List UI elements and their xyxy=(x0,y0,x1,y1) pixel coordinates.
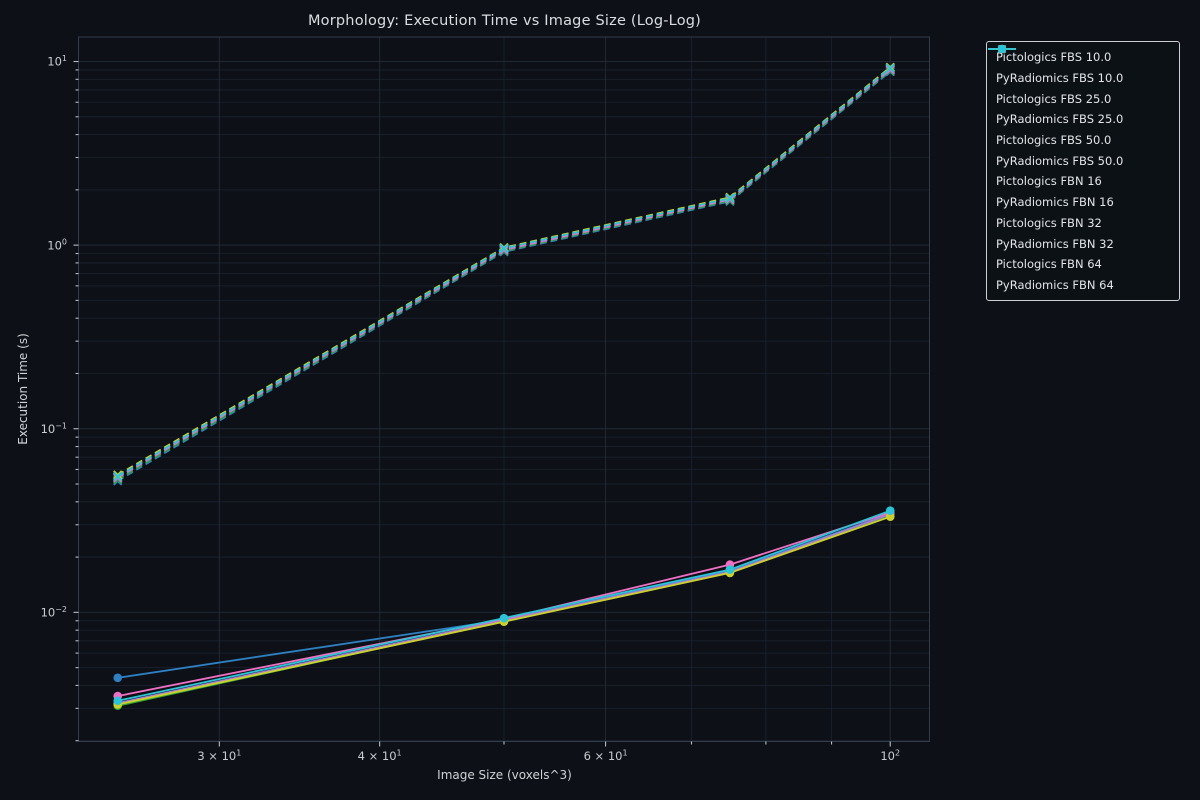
legend-label: PyRadiomics FBN 32 xyxy=(996,236,1114,251)
series-line xyxy=(117,511,891,698)
circle-marker-icon xyxy=(113,696,123,706)
x-marker-icon xyxy=(113,471,123,482)
tick-labels: 3 × 101 4 × 101 6 × 101 102 101 100 10−1 10−2 xyxy=(41,54,901,763)
x-axis-tick-label: 3 × 101 xyxy=(197,748,241,763)
series-line xyxy=(117,509,891,702)
legend-item-pyradiomics-fbn-32: PyRadiomics FBN 32 xyxy=(988,44,1170,254)
series-line xyxy=(117,515,891,706)
x-marker-icon xyxy=(725,193,735,203)
x-axis-tick-label: 6 × 101 xyxy=(584,748,628,763)
legend-item-pictologics-fbs-10-0: Pictologics FBS 10.0 xyxy=(988,44,1170,68)
legend-label: Pictologics FBN 64 xyxy=(996,257,1102,272)
x-marker-icon xyxy=(113,470,123,480)
y-axis-tick-label: 100 xyxy=(47,238,67,253)
x-axis-tick-label: 4 × 101 xyxy=(358,748,402,763)
chart-title: Morphology: Execution Time vs Image Size… xyxy=(307,13,702,29)
legend-label: PyRadiomics FBN 64 xyxy=(996,277,1114,292)
legend-label: Pictologics FBS 25.0 xyxy=(996,91,1112,106)
legend-label: PyRadiomics FBS 10.0 xyxy=(996,71,1124,86)
tick-marks xyxy=(73,60,891,747)
circle-marker-icon xyxy=(885,512,895,521)
circle-marker-icon xyxy=(113,673,123,683)
y-axis-tick-label: 10−1 xyxy=(41,421,67,436)
circle-marker-icon xyxy=(885,506,895,515)
x-marker-icon xyxy=(885,63,895,73)
series-line xyxy=(117,67,891,478)
legend-label: PyRadiomics FBN 16 xyxy=(996,195,1114,210)
legend-label: Pictologics FBN 32 xyxy=(996,215,1102,230)
legend-label: Pictologics FBS 50.0 xyxy=(996,133,1112,148)
legend-sample xyxy=(988,44,1016,54)
y-axis-label: Execution Time (s) xyxy=(16,333,30,445)
circle-marker-icon xyxy=(499,613,509,623)
legend-item-pictologics-fbn-64: Pictologics FBN 64 xyxy=(988,44,1170,275)
legend-label: PyRadiomics FBS 25.0 xyxy=(996,112,1124,127)
legend-item-pictologics-fbs-25-0: Pictologics FBS 25.0 xyxy=(988,44,1170,109)
legend-item-pictologics-fbn-16: Pictologics FBN 16 xyxy=(988,44,1170,192)
legend-item-pyradiomics-fbs-25-0: PyRadiomics FBS 25.0 xyxy=(988,44,1170,130)
minor-gridlines xyxy=(78,37,930,742)
y-axis-tick-label: 101 xyxy=(47,54,67,69)
x-marker-icon xyxy=(499,243,509,254)
circle-marker-icon xyxy=(725,565,735,574)
y-axis-tick-label: 10−2 xyxy=(41,605,67,620)
legend-label: Pictologics FBN 16 xyxy=(996,174,1102,189)
legend-label: PyRadiomics FBS 50.0 xyxy=(996,153,1124,168)
major-gridlines xyxy=(78,37,930,742)
series-line xyxy=(117,513,891,705)
legend-item-pictologics-fbs-50-0: Pictologics FBS 50.0 xyxy=(988,44,1170,151)
legend-label: Pictologics FBS 10.0 xyxy=(996,50,1112,65)
x-axis-label: Image Size (voxels^3) xyxy=(437,768,572,782)
legend: Pictologics FBS 10.0 PyRadiomics FBS 10.0… xyxy=(986,41,1180,302)
legend-item-pictologics-fbn-32: Pictologics FBN 32 xyxy=(988,44,1170,234)
series-pictologics-fbn-64 xyxy=(113,506,895,706)
legend-item-pyradiomics-fbn-64: PyRadiomics FBN 64 xyxy=(988,44,1170,296)
legend-item-pyradiomics-fbs-10-0: PyRadiomics FBS 10.0 xyxy=(988,44,1170,89)
x-axis-tick-label: 102 xyxy=(880,748,900,763)
x-marker-icon xyxy=(997,44,1007,54)
series-pyradiomics-fbn-64 xyxy=(113,63,895,482)
legend-item-pyradiomics-fbn-16: PyRadiomics FBN 16 xyxy=(988,44,1170,213)
legend-item-pyradiomics-fbs-50-0: PyRadiomics FBS 50.0 xyxy=(988,44,1170,171)
